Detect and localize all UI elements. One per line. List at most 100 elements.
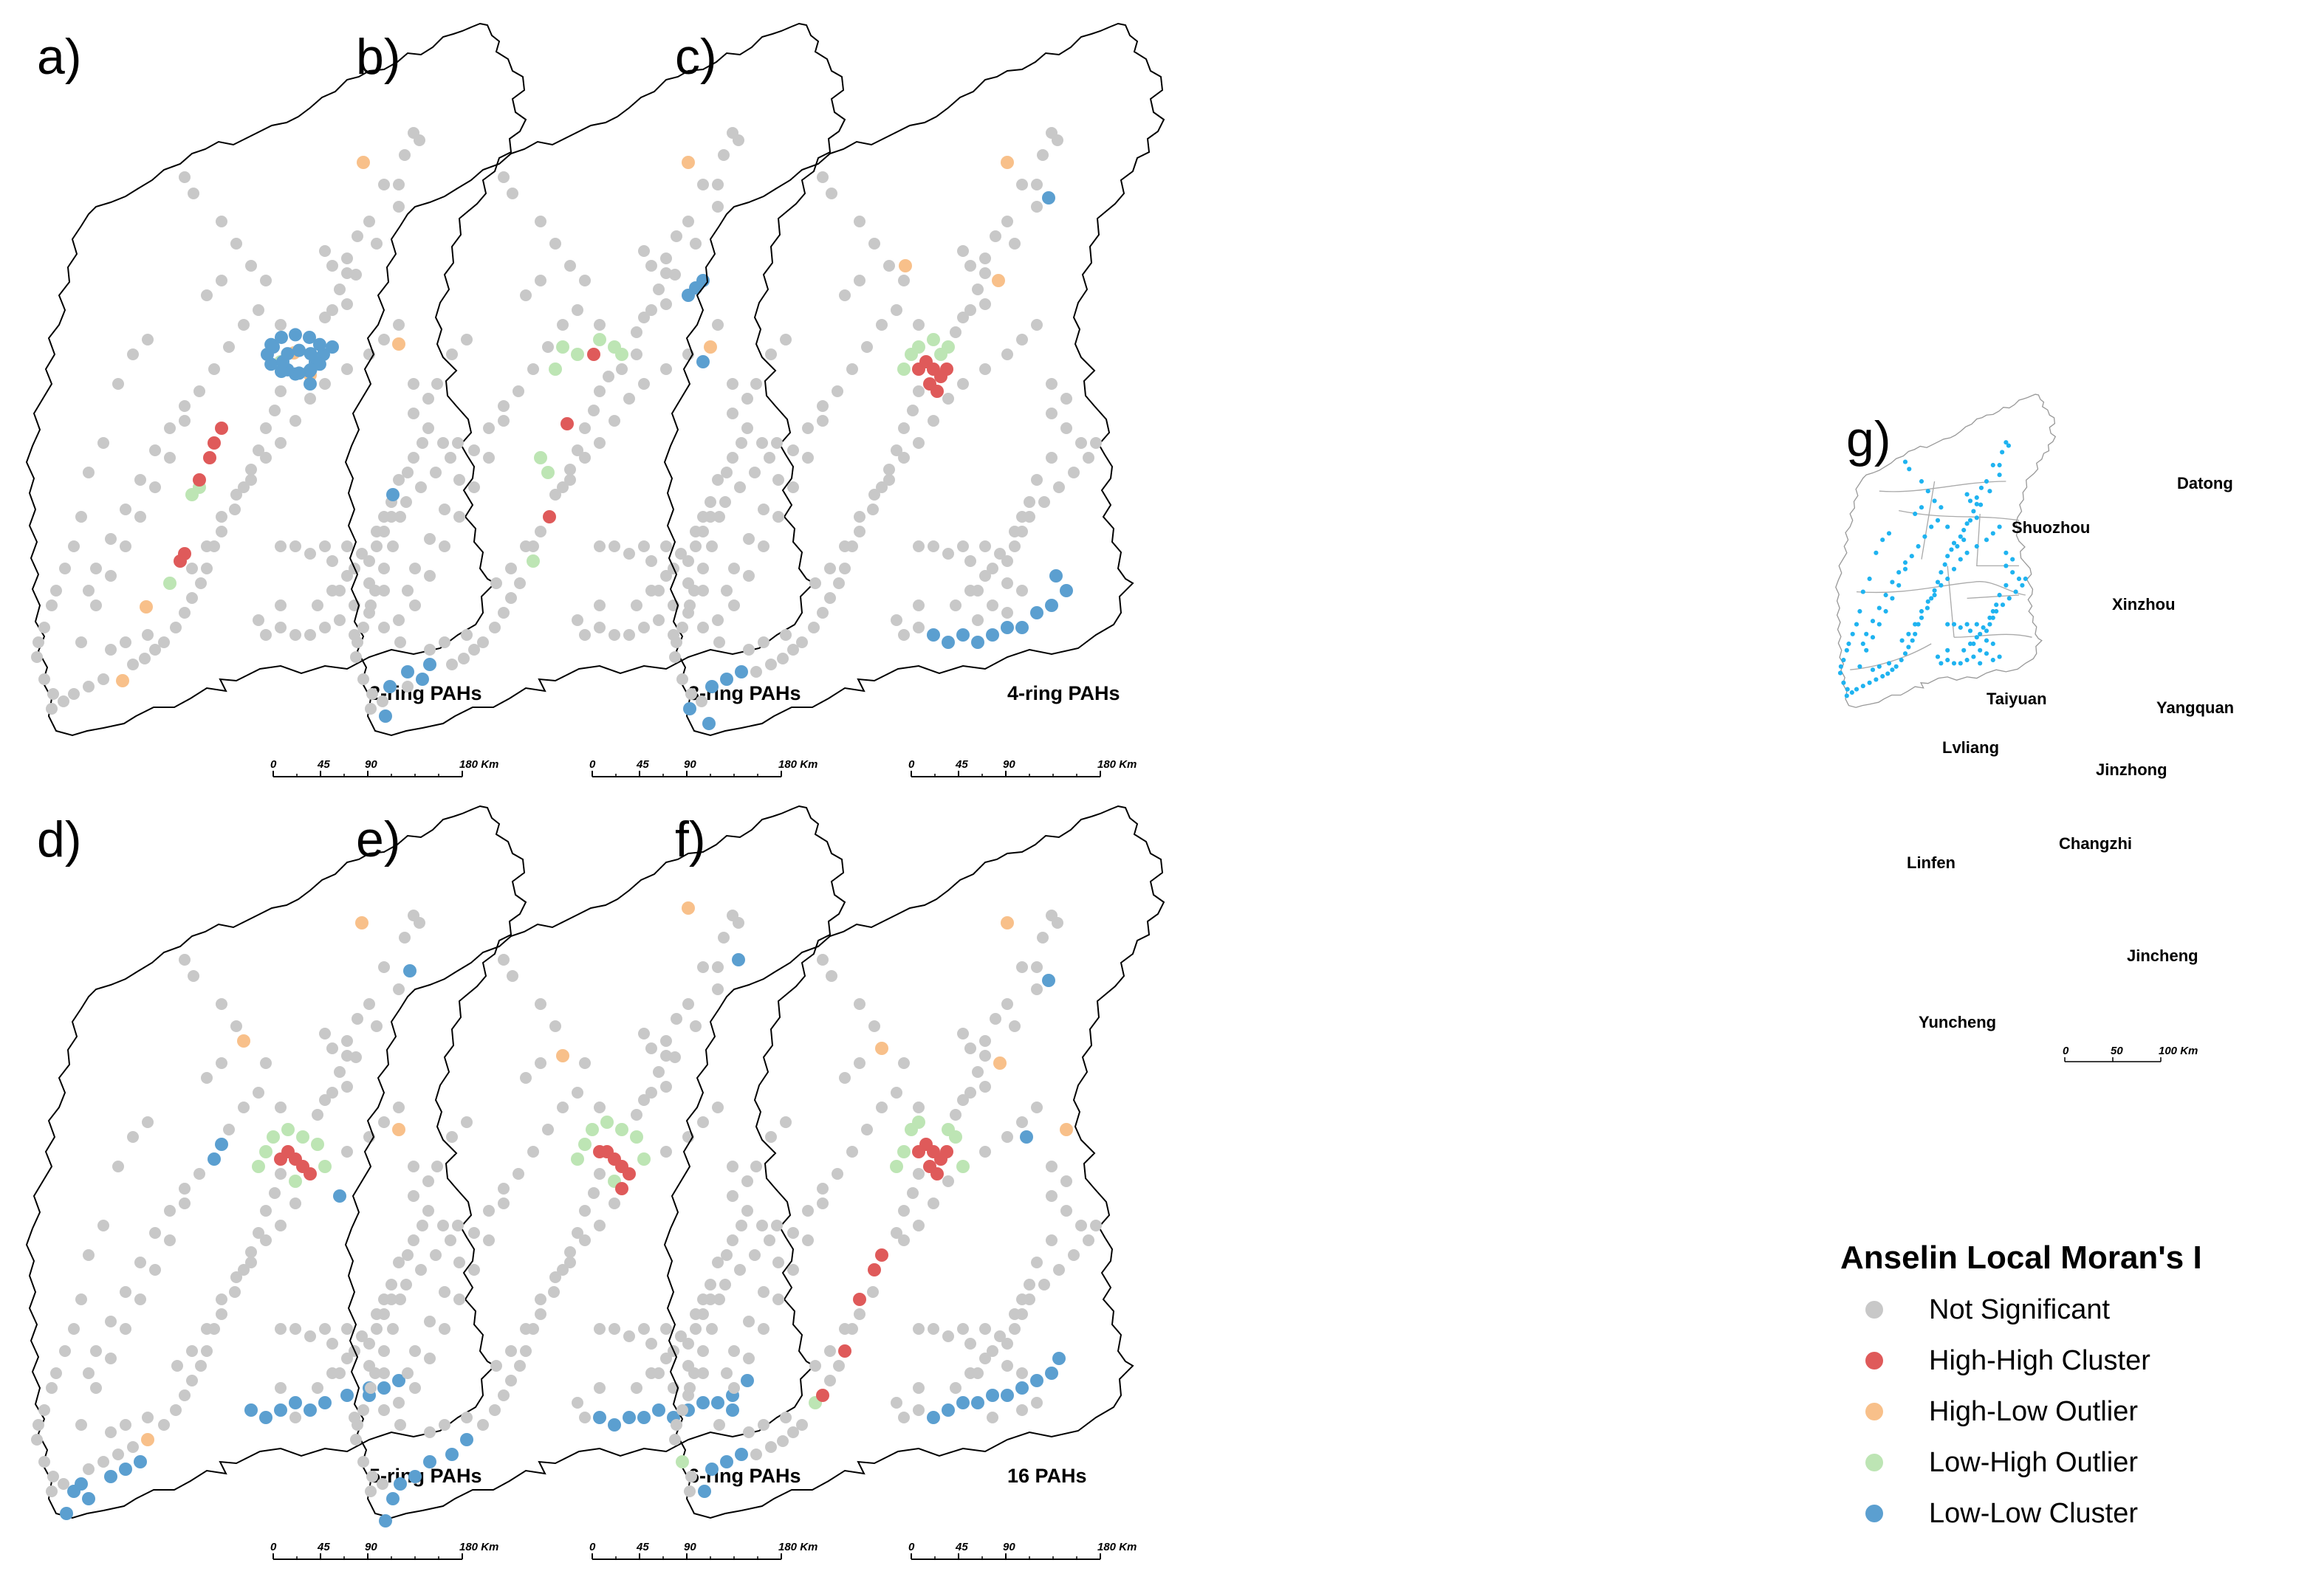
overview-site-point — [1870, 635, 1876, 640]
point-low-low-cluster — [312, 337, 326, 351]
point-low-high-outlier — [897, 1145, 911, 1158]
point-high-low-outlier — [392, 337, 405, 351]
point-not-significant — [696, 695, 707, 707]
point-not-significant — [777, 1435, 789, 1447]
point-not-significant — [690, 540, 702, 552]
overview-site-point — [1974, 495, 1979, 501]
point-low-low-cluster — [623, 1411, 636, 1424]
point-not-significant — [913, 385, 925, 397]
overview-site-point — [2013, 589, 2018, 594]
legend-item: Low-High Outlier — [1865, 1447, 2138, 1478]
point-not-significant — [1009, 1020, 1021, 1032]
point-not-significant — [697, 179, 709, 190]
point-not-significant — [304, 393, 316, 405]
point-not-significant — [408, 1190, 419, 1202]
point-not-significant — [46, 599, 58, 611]
point-low-low-cluster — [289, 328, 302, 342]
point-not-significant — [721, 1249, 733, 1261]
point-not-significant — [393, 983, 405, 995]
point-not-significant — [170, 1404, 182, 1416]
point-not-significant — [319, 378, 331, 390]
point-low-low-cluster — [971, 636, 984, 649]
point-not-significant — [409, 1345, 421, 1357]
point-not-significant — [1031, 983, 1043, 995]
point-low-low-cluster — [304, 1403, 317, 1417]
point-not-significant — [854, 1308, 865, 1320]
point-not-significant — [964, 1338, 976, 1350]
point-not-significant — [623, 548, 635, 560]
overview-site-point — [1870, 667, 1876, 673]
point-not-significant — [170, 622, 182, 633]
point-not-significant — [572, 1087, 583, 1099]
point-not-significant — [350, 269, 362, 281]
point-not-significant — [645, 260, 657, 272]
point-not-significant — [1031, 201, 1043, 213]
point-not-significant — [414, 917, 425, 929]
city-label: Changzhi — [2059, 834, 2132, 853]
point-high-high-cluster — [912, 362, 925, 376]
point-not-significant — [979, 1050, 991, 1062]
point-not-significant — [572, 614, 583, 626]
point-not-significant — [371, 540, 383, 552]
point-high-low-outlier — [1001, 916, 1014, 929]
point-not-significant — [424, 570, 436, 582]
point-not-significant — [223, 341, 235, 353]
point-not-significant — [697, 622, 709, 633]
point-not-significant — [817, 171, 829, 183]
point-not-significant — [733, 917, 744, 929]
point-not-significant — [736, 1220, 747, 1231]
point-high-high-cluster — [543, 510, 556, 523]
overview-site-point — [1939, 505, 1944, 510]
point-low-low-cluster — [244, 1403, 258, 1417]
point-not-significant — [424, 644, 436, 656]
point-not-significant — [385, 511, 397, 523]
point-not-significant — [854, 1057, 865, 1069]
point-not-significant — [445, 1234, 456, 1246]
point-not-significant — [468, 481, 480, 493]
point-not-significant — [645, 555, 657, 567]
point-not-significant — [489, 622, 501, 633]
point-not-significant — [609, 1323, 620, 1335]
point-not-significant — [660, 540, 672, 552]
point-not-significant — [1016, 1367, 1028, 1379]
point-not-significant — [312, 1109, 323, 1121]
panel-letter: c) — [675, 29, 717, 85]
point-not-significant — [1001, 1360, 1013, 1372]
point-not-significant — [498, 1389, 510, 1401]
point-not-significant — [1083, 1234, 1094, 1246]
point-not-significant — [365, 599, 377, 611]
point-not-significant — [564, 260, 576, 272]
point-not-significant — [377, 695, 388, 707]
point-low-high-outlier — [296, 1130, 309, 1144]
point-not-significant — [105, 644, 117, 656]
overview-site-point — [1987, 622, 1992, 627]
point-not-significant — [594, 599, 606, 611]
point-not-significant — [898, 1205, 910, 1217]
point-not-significant — [520, 1345, 532, 1357]
point-not-significant — [743, 570, 755, 582]
point-not-significant — [83, 1367, 95, 1379]
point-not-significant — [913, 1323, 925, 1335]
point-low-high-outlier — [549, 362, 562, 376]
point-not-significant — [957, 1094, 969, 1106]
overview-site-point — [2003, 563, 2009, 568]
overview-site-point — [1880, 537, 1885, 543]
point-not-significant — [83, 1463, 95, 1475]
point-high-high-cluster — [940, 1145, 953, 1158]
point-not-significant — [97, 673, 109, 685]
point-not-significant — [824, 592, 836, 604]
point-not-significant — [334, 1066, 346, 1078]
point-not-significant — [498, 954, 510, 966]
point-not-significant — [498, 415, 510, 427]
point-low-high-outlier — [571, 348, 584, 361]
point-low-low-cluster — [593, 1411, 606, 1424]
point-not-significant — [514, 577, 526, 589]
point-not-significant — [83, 585, 95, 597]
point-not-significant — [854, 998, 865, 1010]
point-not-significant — [913, 622, 925, 633]
point-low-high-outlier — [927, 333, 940, 346]
point-not-significant — [1075, 1220, 1087, 1231]
point-not-significant — [83, 467, 95, 478]
point-not-significant — [394, 636, 406, 648]
